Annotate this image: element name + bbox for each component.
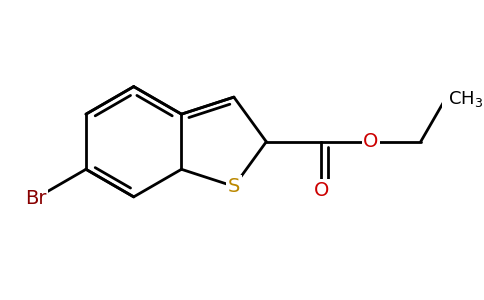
Text: S: S [227, 177, 240, 196]
Text: Br: Br [25, 189, 46, 208]
Text: CH$_3$: CH$_3$ [448, 89, 484, 109]
Text: O: O [363, 132, 379, 151]
Text: O: O [314, 181, 329, 200]
